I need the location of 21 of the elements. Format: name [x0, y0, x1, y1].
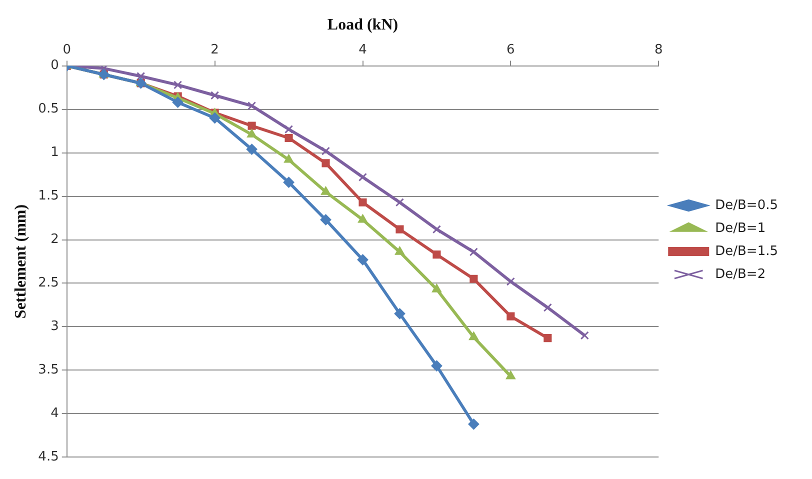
x-tick-label: 2	[210, 42, 219, 58]
x-tick-label: 8	[654, 42, 663, 58]
legend-label: De/B=1	[715, 220, 766, 236]
y-tick-label: 4	[50, 406, 59, 422]
x-tick-label: 4	[358, 42, 367, 58]
legend-label: De/B=1.5	[715, 244, 778, 259]
y-tick-label: 3.5	[38, 362, 59, 378]
y-tick-label: 1.5	[38, 188, 59, 204]
y-tick-label: 1	[50, 145, 59, 160]
legend-label: De/B=0.5	[715, 198, 778, 213]
y-tick-label: 0	[50, 58, 59, 74]
y-tick-label: 2	[50, 232, 59, 248]
y-tick-label: 2.5	[38, 276, 59, 291]
x-tick-label: 6	[506, 42, 515, 58]
y-axis-title: Settlement (mm)	[12, 204, 30, 319]
y-tick-label: 4.5	[38, 450, 59, 465]
y-tick-label: 3	[50, 319, 59, 334]
x-axis-title: Load (kN)	[327, 16, 398, 34]
x-tick-label: 0	[62, 42, 72, 58]
legend-label: De/B=2	[715, 266, 766, 282]
y-tick-label: 0.5	[38, 102, 59, 117]
